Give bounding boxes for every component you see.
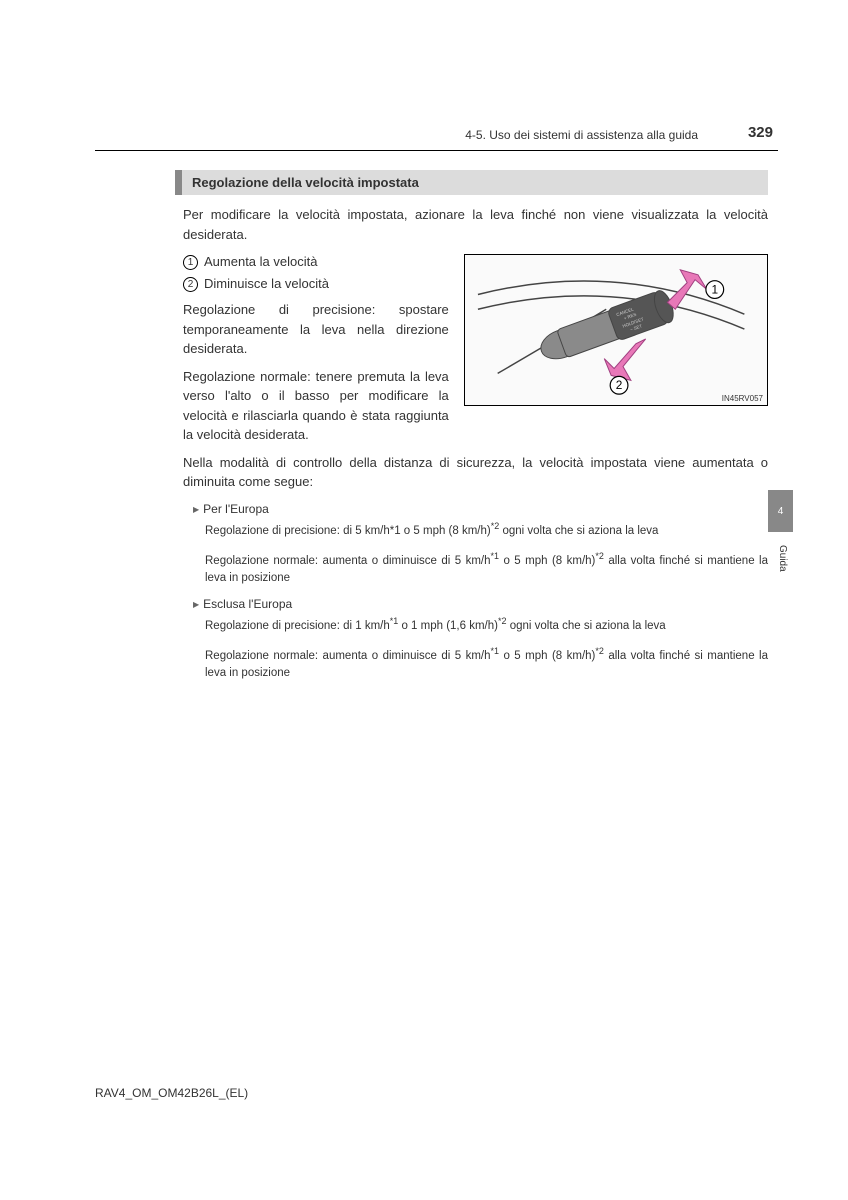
page-number: 329 [748,124,773,141]
arrow-up-icon [667,270,706,309]
header-divider [95,150,778,151]
chapter-tab: 4 [768,490,793,532]
left-para-2: Regolazione normale: tenere premuta la l… [183,367,449,445]
numbered-item-2: 2 Diminuisce la velocità [183,276,449,292]
figure-code: IN45RV057 [722,394,763,403]
arrow-down-icon [604,339,645,380]
bullet1-para1: Regolazione di precisione: di 5 km/h*1 o… [205,520,768,540]
bullet1-head: Per l'Europa [193,502,768,516]
header-section-label: 4-5. Uso dei sistemi di assistenza alla … [465,128,698,142]
bullet2-para1: Regolazione di precisione: di 1 km/h*1 o… [205,615,768,635]
bullet1-para2: Regolazione normale: aumenta o diminuisc… [205,550,768,587]
numbered-item-2-text: Diminuisce la velocità [204,276,329,291]
left-para-1: Regolazione di precisione: spostare temp… [183,300,449,359]
mid-paragraph: Nella modalità di controllo della distan… [183,453,768,492]
intro-paragraph: Per modificare la velocità impostata, az… [183,205,768,244]
chapter-label: Guida [777,545,788,572]
lever-diagram-svg: CANCEL + RES HOLD/SET − SET [465,255,767,405]
numbered-item-1-text: Aumenta la velocità [204,254,317,269]
circle-number-1-icon: 1 [183,255,198,270]
footer-document-code: RAV4_OM_OM42B26L_(EL) [95,1086,248,1100]
section-title: Regolazione della velocità impostata [175,170,768,195]
bullet2-para2: Regolazione normale: aumenta o diminuisc… [205,645,768,682]
bullet2-head: Esclusa l'Europa [193,597,768,611]
circle-number-2-icon: 2 [183,277,198,292]
lever-figure: CANCEL + RES HOLD/SET − SET [464,254,768,406]
svg-text:2: 2 [616,378,623,392]
svg-text:1: 1 [711,282,718,296]
numbered-item-1: 1 Aumenta la velocità [183,254,449,270]
